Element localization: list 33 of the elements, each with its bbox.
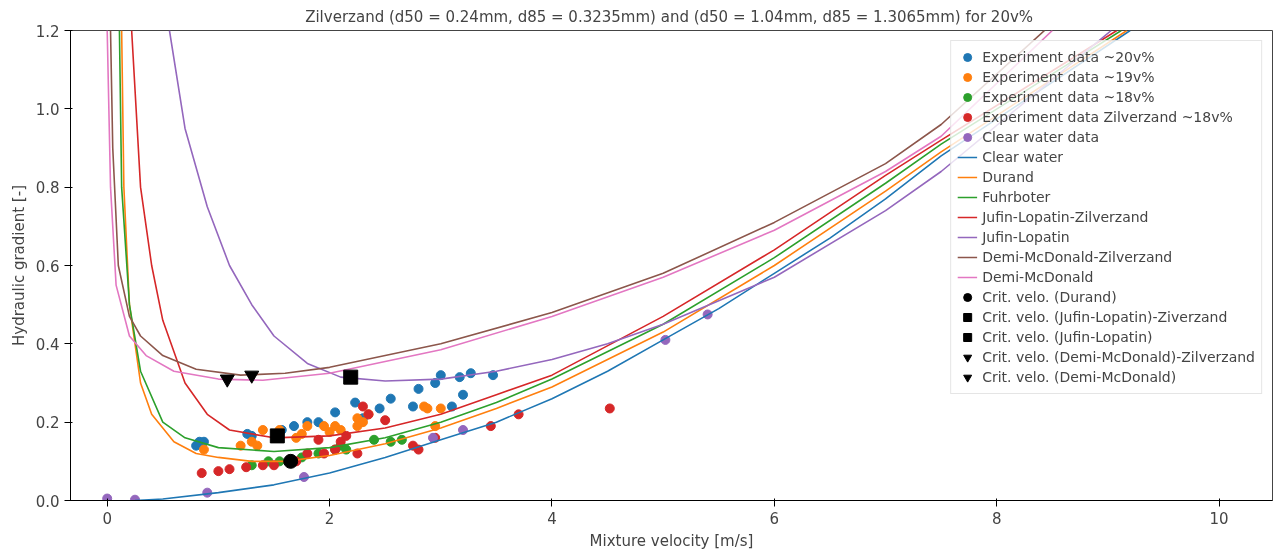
legend-label: Experiment data ~20v% [982,48,1155,67]
y-axis-title: Hydraulic gradient [-] [9,185,28,346]
legend-label: Fuhrboter [982,188,1051,207]
legend-label: Experiment data Zilverzand ~18v% [982,108,1233,127]
y-tick-label: 0.6 [35,257,60,276]
y-tick-label: 0.8 [35,179,60,198]
x-tick-label: 6 [769,509,780,528]
legend-label: Experiment data ~18v% [982,88,1155,107]
chart-title: Zilverzand (d50 = 0.24mm, d85 = 0.3235mm) and (d50 = 1.04mm, d85 = 1.3065mm) for 20v% [305,7,1034,26]
y-tick-label: 1.0 [35,100,60,119]
legend-label: Crit. velo. (Jufin-Lopatin)-Ziverzand [982,308,1228,327]
x-tick-label: 2 [324,509,335,528]
x-tick-label: 8 [991,509,1002,528]
legend-label: Experiment data ~19v% [982,68,1155,87]
legend-label: Clear water [982,148,1064,167]
y-tick-label: 0.0 [35,492,60,511]
legend-label: Durand [982,168,1034,187]
legend-label: Crit. velo. (Demi-McDonald)-Zilverzand [982,348,1255,367]
legend-label: Crit. velo. (Jufin-Lopatin) [982,328,1153,347]
x-tick-label: 4 [547,509,557,528]
legend-label: Jufin-Lopatin [982,228,1070,247]
legend-label: Crit. velo. (Durand) [982,288,1117,307]
x-axis-title: Mixture velocity [m/s] [589,531,754,550]
y-tick-label: 0.2 [35,414,60,433]
legend-label: Jufin-Lopatin-Zilverzand [982,208,1149,227]
y-tick-label: 1.2 [35,22,60,41]
legend-label: Demi-McDonald [982,268,1094,287]
x-tick-label: 0 [102,509,112,528]
y-tick-label: 0.4 [35,335,60,354]
x-tick-label: 10 [1209,509,1229,528]
legend-label: Crit. velo. (Demi-McDonald) [982,368,1177,387]
legend-label: Clear water data [982,128,1100,147]
legend-label: Demi-McDonald-Zilverzand [982,248,1173,267]
